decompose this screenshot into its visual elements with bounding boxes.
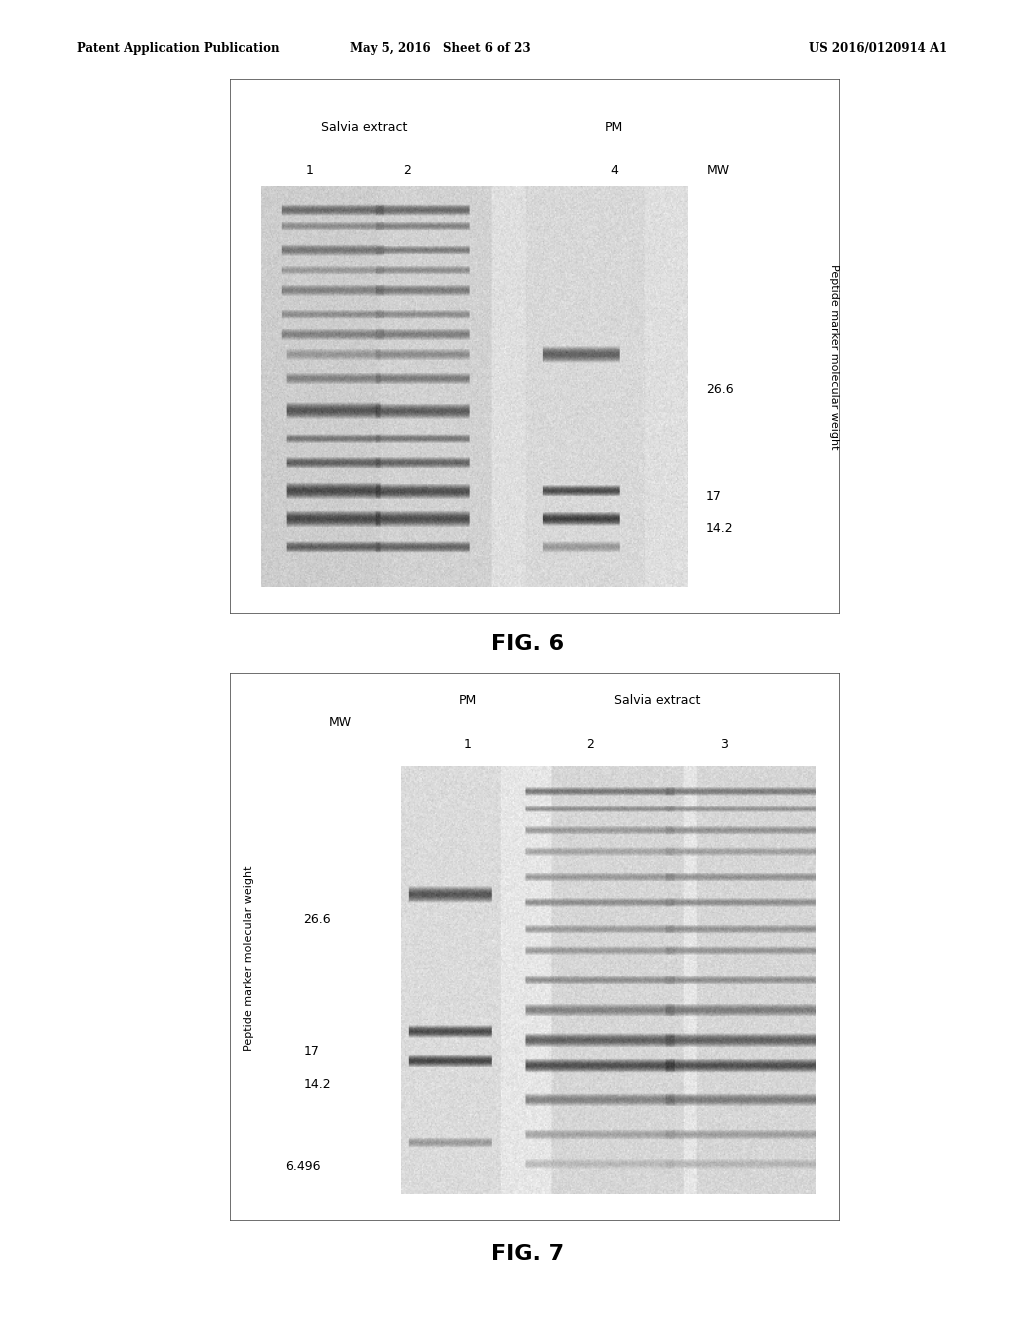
- Text: Peptide marker molecular weight: Peptide marker molecular weight: [828, 264, 839, 450]
- Text: 2: 2: [403, 164, 411, 177]
- Text: 14.2: 14.2: [303, 1077, 331, 1090]
- Text: MW: MW: [329, 715, 351, 729]
- Text: Salvia extract: Salvia extract: [613, 694, 700, 708]
- Text: US 2016/0120914 A1: US 2016/0120914 A1: [809, 42, 947, 55]
- Text: 6.496: 6.496: [286, 1160, 321, 1172]
- Text: Salvia extract: Salvia extract: [322, 121, 408, 133]
- Text: 26.6: 26.6: [303, 913, 331, 927]
- Text: 4: 4: [610, 164, 618, 177]
- Text: FIG. 7: FIG. 7: [490, 1243, 564, 1265]
- FancyBboxPatch shape: [230, 79, 840, 614]
- Text: Peptide marker molecular weight: Peptide marker molecular weight: [244, 866, 254, 1051]
- Text: 2: 2: [586, 738, 594, 751]
- Text: MW: MW: [707, 164, 729, 177]
- Text: Patent Application Publication: Patent Application Publication: [77, 42, 280, 55]
- Text: 1: 1: [464, 738, 472, 751]
- Text: 17: 17: [303, 1044, 319, 1057]
- Text: May 5, 2016   Sheet 6 of 23: May 5, 2016 Sheet 6 of 23: [350, 42, 530, 55]
- FancyBboxPatch shape: [230, 673, 840, 1221]
- Text: 26.6: 26.6: [706, 383, 733, 396]
- Text: 17: 17: [706, 490, 722, 503]
- Text: 14.2: 14.2: [706, 521, 733, 535]
- Text: PM: PM: [605, 121, 624, 133]
- Text: 1: 1: [306, 164, 313, 177]
- Text: FIG. 6: FIG. 6: [490, 634, 564, 655]
- Text: PM: PM: [459, 694, 477, 708]
- Text: 3: 3: [720, 738, 728, 751]
